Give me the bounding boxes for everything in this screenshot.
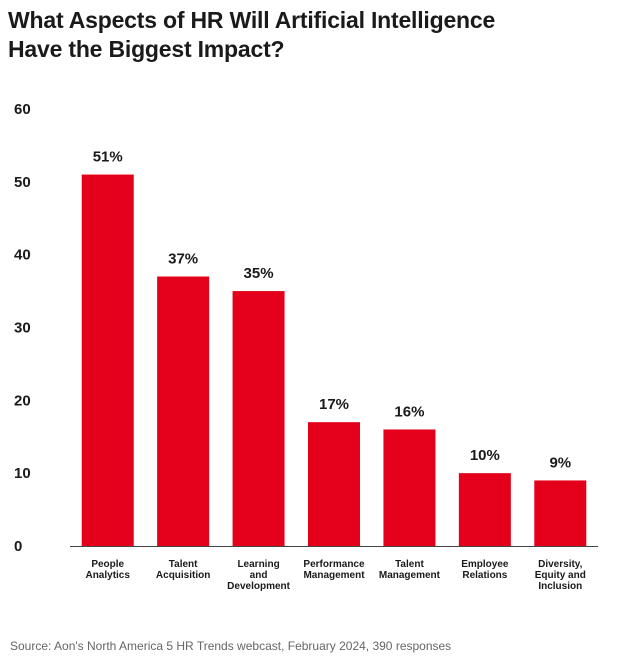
bar <box>157 276 210 546</box>
x-tick-label-line: Performance <box>303 559 365 570</box>
x-tick-label: Learning and Development <box>227 559 290 592</box>
x-tick-label-line: Analytics <box>85 570 130 581</box>
data-label: 51% <box>93 149 123 166</box>
x-tick-label-line: and <box>250 570 268 581</box>
y-tick-label: 50 <box>14 174 31 191</box>
chart-title-line-2: Have the Biggest Impact? <box>8 36 285 62</box>
y-tick-label: 10 <box>14 465 31 482</box>
x-tick-label: Employee Relations <box>461 559 509 581</box>
chart-title: What Aspects of HR Will Artificial Intel… <box>8 6 608 64</box>
data-label: 35% <box>244 265 274 282</box>
data-label: 17% <box>319 396 349 413</box>
x-tick-label-line: Employee <box>461 559 509 570</box>
x-tick-label-line: Talent <box>395 559 424 570</box>
source-note: Source: Aon's North America 5 HR Trends … <box>10 639 452 653</box>
y-tick-label: 40 <box>14 247 31 264</box>
x-tick-label: Talent Acquisition <box>156 559 210 581</box>
bar <box>81 174 134 547</box>
x-tick-label: Diversity, Equity and Inclusion <box>535 559 586 592</box>
bar <box>458 473 511 546</box>
x-tick-label: People Analytics <box>85 559 130 581</box>
y-tick-label: 30 <box>14 320 31 337</box>
data-label: 10% <box>470 447 500 464</box>
x-tick-label-line: Acquisition <box>156 570 210 581</box>
y-tick-label: 0 <box>14 538 22 555</box>
x-tick-label-line: Management <box>379 570 441 581</box>
data-label: 16% <box>394 403 424 420</box>
y-tick-label: 20 <box>14 392 31 409</box>
x-tick-label-line: Learning <box>237 559 279 570</box>
x-tick-label: Performance Management <box>303 559 365 581</box>
x-tick-label-line: Equity and <box>535 570 586 581</box>
chart-title-line-1: What Aspects of HR Will Artificial Intel… <box>8 7 496 33</box>
x-tick-label-line: Development <box>227 581 290 592</box>
x-tick-label-line: Management <box>303 570 365 581</box>
x-tick-label-line: Inclusion <box>538 581 582 592</box>
data-label: 9% <box>549 454 571 471</box>
y-tick-label: 60 <box>14 101 31 118</box>
bar <box>232 291 285 546</box>
bar <box>383 429 436 546</box>
x-tick-label-line: People <box>91 559 124 570</box>
bar <box>534 480 587 546</box>
bar <box>308 422 360 546</box>
x-tick-label-line: Diversity, <box>538 559 583 570</box>
data-label: 37% <box>168 251 198 268</box>
x-tick-label-line: Relations <box>462 570 507 581</box>
bar-chart: 0 10 20 30 40 50 60 51% People Analytics 37% Talent… <box>14 101 598 592</box>
x-tick-label-line: Talent <box>169 559 198 570</box>
x-tick-label: Talent Management <box>379 559 441 581</box>
